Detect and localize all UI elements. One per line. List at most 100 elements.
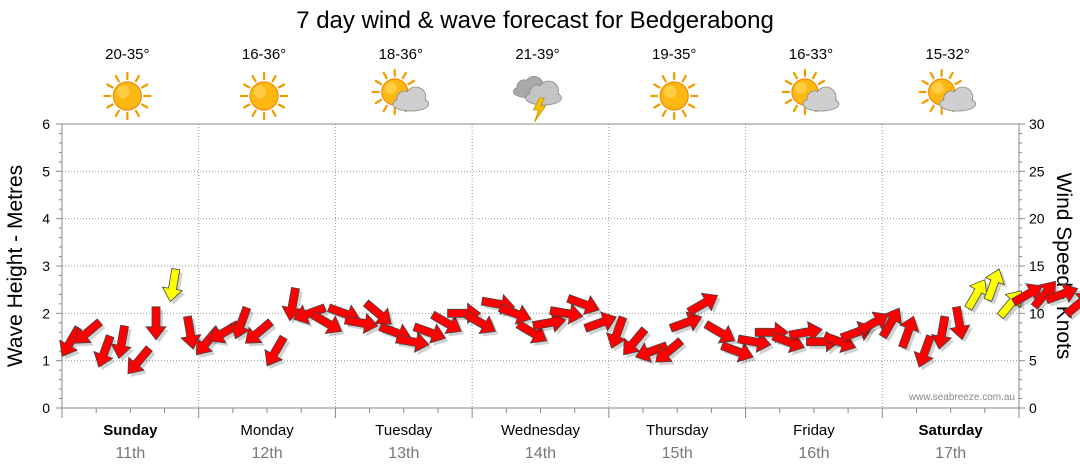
wind-arrow [180,315,202,350]
right-tick-label: 30 [1029,116,1045,132]
wind-arrow [281,286,303,322]
wind-arrow [430,310,462,334]
right-tick-label: 10 [1029,305,1045,321]
day-name: Saturday [919,422,984,439]
sunny-icon [103,71,152,121]
day-name: Friday [793,422,835,439]
wind-arrow [74,318,103,344]
right-tick-label: 5 [1029,353,1037,369]
wind-arrow [913,334,935,368]
wind-arrow [110,324,132,360]
wind-arrow [549,303,584,325]
left-tick-label: 1 [42,353,50,369]
wind-arrow [1044,283,1079,305]
wind-arrow [93,334,115,368]
left-tick-label: 6 [42,116,50,132]
left-axis-ticks: 0 1 2 3 4 5 6 [42,116,62,416]
wind-arrow [310,310,343,334]
wind-arrow [145,306,167,341]
thunderstorm-icon [512,75,562,123]
left-axis-label: Wave Height - Metres [4,165,27,367]
day-name: Monday [240,422,294,439]
day-date: 12th [252,445,283,462]
day-name: Sunday [103,422,158,439]
left-tick-label: 2 [42,305,50,321]
wind-arrow [686,292,719,316]
wind-arrow [898,315,920,350]
day-name: Tuesday [375,422,432,439]
wind-arrow [1030,280,1056,310]
left-tick-label: 4 [42,211,50,227]
day-date: 15th [662,445,693,462]
wind-arrow [264,334,288,367]
wind-arrow [949,305,971,341]
wind-arrow [623,326,649,356]
weather-icon-row [103,68,977,123]
temperature-range: 16-36° [242,46,286,63]
right-axis-label: Wind Speed - Knots [1052,173,1075,360]
wind-arrow [515,320,548,344]
wind-arrow [983,268,1005,302]
sunny-icon [650,71,699,121]
partly-cloudy-icon [918,68,977,116]
left-tick-label: 3 [42,258,50,274]
wind-arrow [127,345,153,375]
chart-title: 7 day wind & wave forecast for Bedgerabo… [296,7,774,34]
temperature-range: 20-35° [105,46,149,63]
right-tick-label: 0 [1029,400,1037,416]
day-date: 13th [388,445,419,462]
temperature-range: 18-36° [379,46,423,63]
temperature-range: 15-32° [925,46,969,63]
wind-arrow [566,294,600,316]
day-date: 14th [525,445,556,462]
right-tick-label: 15 [1029,258,1045,274]
day-date: 16th [798,445,829,462]
temperature-range: 21-39° [515,46,559,63]
wind-arrow [583,311,617,333]
day-labels: Sunday 11th Monday 12th Tuesday 13th Wednesday… [103,422,983,462]
wind-arrow [1063,292,1080,318]
wind-arrow [668,311,703,333]
wind-arrow [703,320,736,344]
credit-text: www.seabreeze.com.au [908,392,1015,403]
wind-arrow [412,322,446,344]
wind-arrow [230,305,252,340]
partly-cloudy-icon [781,68,840,116]
wind-arrow [1011,283,1043,307]
wind-arrow [878,307,902,340]
temperature-range: 16-33° [789,46,833,63]
right-axis-ticks: 0 5 10 15 20 25 30 [1019,116,1045,416]
wind-arrow [720,341,754,363]
temperature-range: 19-35° [652,46,696,63]
wind-arrow [606,315,628,349]
sunny-icon [239,71,289,121]
wind-arrow [737,331,772,353]
day-name: Wednesday [501,422,580,439]
wind-arrow [344,312,379,335]
grid [61,124,1020,418]
left-tick-label: 0 [42,400,50,416]
wind-arrow-shadow [1066,295,1080,321]
wind-arrow [655,337,685,363]
day-date: 17th [935,445,966,462]
wind-arrow [161,267,184,303]
wind-arrow [497,303,532,325]
day-date: 11th [115,445,145,462]
wind-arrow [395,331,430,353]
wind-arrow [964,279,988,311]
wind-arrows [59,267,1080,377]
left-tick-label: 5 [42,163,50,179]
right-tick-label: 20 [1029,211,1045,227]
wind-arrow [293,303,327,325]
right-tick-label: 25 [1029,163,1045,179]
day-name: Thursday [646,422,709,439]
wind-arrow [532,311,567,333]
wind-arrow [930,315,953,350]
partly-cloudy-icon [371,68,430,116]
wind-arrow [244,318,274,344]
wind-arrow [464,310,496,334]
temperature-row: 20-35° 16-36° 18-36° 21-39° 19-35° 16-33° 15-3… [105,46,970,63]
wind-arrow [788,321,823,343]
wind-arrow [857,311,889,335]
